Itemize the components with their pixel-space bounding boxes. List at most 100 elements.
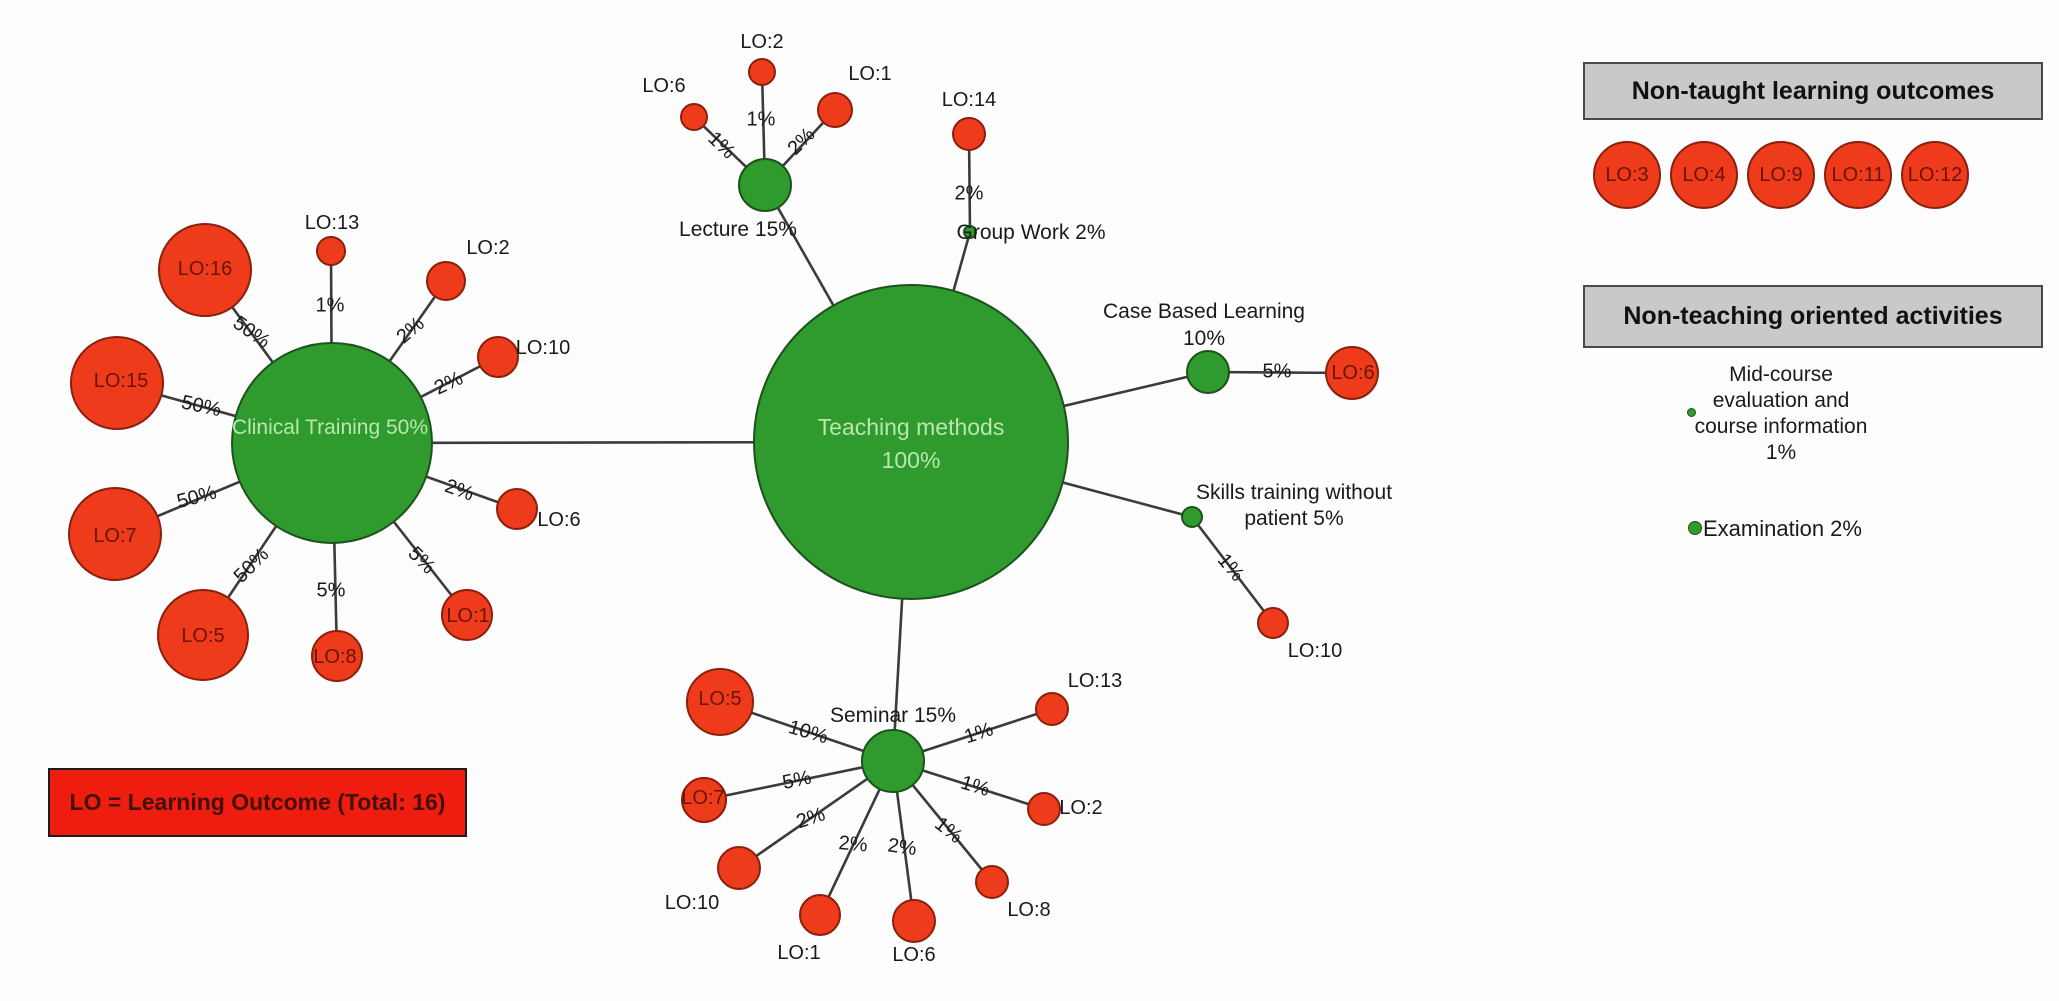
node-ct10-circle — [477, 336, 519, 378]
node-ct10-label: LO:10 — [516, 337, 570, 359]
edge-sem-sem7 — [703, 759, 894, 802]
mid-course-dot-icon — [1687, 408, 1696, 417]
node-ct8-label: LO:8 — [313, 646, 356, 668]
edge-ct-ct2-label: 2% — [392, 313, 428, 349]
edge-ct-ct15-label: 50% — [179, 391, 223, 421]
non-taught-panel-header: Non-taught learning outcomes — [1583, 62, 2043, 120]
node-ct6-label: LO:6 — [537, 509, 580, 531]
examination-activity-label: Examination 2% — [1703, 516, 1862, 541]
edge-sem-sem2-label: 1% — [958, 772, 992, 802]
node-ct2-label: LO:2 — [466, 237, 509, 259]
edge-lec-lec1-label: 2% — [783, 123, 819, 159]
node-sem-circle — [861, 729, 925, 793]
node-sem8-circle — [975, 865, 1009, 899]
edge-sk-sk10 — [1190, 516, 1275, 624]
legend-box: LO = Learning Outcome (Total: 16) — [48, 768, 467, 837]
edge-ct-ct6-label: 2% — [442, 475, 477, 506]
node-ct7-label: LO:7 — [93, 525, 136, 547]
node-lec-label: Lecture 15% — [679, 218, 797, 241]
node-sem6-label: LO:6 — [892, 944, 935, 966]
node-cbl6-circle — [1325, 346, 1379, 400]
node-ct2-circle — [426, 261, 466, 301]
node-sem13-circle — [1035, 692, 1069, 726]
node-sem7-circle — [681, 777, 727, 823]
node-sem8-label: LO:8 — [1007, 899, 1050, 921]
edge-cbl-cbl6-label: 5% — [1263, 360, 1292, 382]
node-sem10-circle — [717, 846, 761, 890]
node-sem7-label: LO:7 — [681, 787, 724, 809]
non-taught-circles-row: LO:3 LO:4 LO:9 LO:11 LO:12 — [1593, 141, 1969, 209]
node-tm-label: Teaching methods 100% — [818, 414, 1005, 473]
node-lec2-label: LO:2 — [740, 31, 783, 53]
node-ct-circle — [231, 342, 433, 544]
node-lec1-label: LO:1 — [848, 63, 891, 85]
node-ct13-circle — [316, 236, 346, 266]
non-taught-lo-circle: LO:9 — [1747, 141, 1815, 209]
mid-course-activity-label: Mid-course evaluation and course informa… — [1694, 363, 1868, 464]
non-taught-lo-circle: LO:12 — [1901, 141, 1969, 209]
non-taught-lo-circle: LO:11 — [1824, 141, 1892, 209]
node-sem13-label: LO:13 — [1068, 670, 1122, 692]
edge-sem-sem7-label: 5% — [780, 766, 813, 794]
node-tm-circle — [753, 284, 1069, 600]
node-ct16-label: LO:16 — [178, 258, 232, 280]
node-lec6-label: LO:6 — [642, 75, 685, 97]
node-sem1-circle — [799, 894, 841, 936]
node-sem-label: Seminar 15% — [830, 704, 956, 727]
node-sem2-label: LO:2 — [1059, 797, 1102, 819]
node-gw14-label: LO:14 — [942, 89, 996, 111]
edge-sem-sem10-label: 2% — [794, 803, 828, 833]
node-cbl6-label: LO:6 — [1331, 362, 1374, 384]
non-taught-panel-title: Non-taught learning outcomes — [1631, 76, 1995, 105]
node-lec-circle — [738, 158, 792, 212]
node-ct15-circle — [70, 336, 164, 430]
node-ct1-label: LO:1 — [446, 605, 489, 627]
node-lec1-circle — [817, 92, 853, 128]
edge-sem-sem13-label: 1% — [962, 718, 996, 748]
non-taught-lo-circle: LO:4 — [1670, 141, 1738, 209]
node-ct15-label: LO:15 — [94, 370, 148, 392]
edge-lec-lec2-label: 1% — [747, 108, 776, 130]
node-sem5-label: LO:5 — [698, 688, 741, 710]
node-ct5-label: LO:5 — [181, 625, 224, 647]
edge-ct-ct7-label: 50% — [175, 481, 220, 513]
edge-sem-sem5-label: 10% — [786, 716, 831, 748]
node-cbl-label: Case Based Learning 10% — [1103, 300, 1305, 350]
edge-ct-ct13-label: 1% — [316, 294, 345, 316]
node-lec6-circle — [680, 103, 708, 131]
edge-ct-ct8-label: 5% — [317, 579, 346, 601]
node-sk10-circle — [1257, 607, 1289, 639]
node-ct16-circle — [158, 223, 252, 317]
node-gw14-circle — [952, 117, 986, 151]
node-ct5-circle — [157, 589, 249, 681]
edge-ct-ct5-label: 50% — [230, 543, 274, 587]
edge-sk-sk10-label: 1% — [1213, 549, 1249, 585]
non-teaching-panel-title: Non-teaching oriented activities — [1623, 302, 2003, 330]
node-sem5-circle — [686, 668, 754, 736]
node-ct7-circle — [68, 487, 162, 581]
examination-dot-icon — [1688, 521, 1702, 535]
node-ct8-circle — [311, 630, 363, 682]
node-lec2-circle — [748, 58, 776, 86]
node-sem6-circle — [892, 899, 936, 943]
edge-sem-sem6-label: 2% — [886, 834, 918, 860]
node-sem1-label: LO:1 — [777, 942, 820, 964]
node-cbl-circle — [1186, 350, 1230, 394]
non-taught-lo-circle: LO:3 — [1593, 141, 1661, 209]
node-sk-circle — [1181, 506, 1203, 528]
non-teaching-panel-header: Non-teaching oriented activities — [1583, 285, 2043, 348]
node-gw-circle — [963, 225, 977, 239]
edge-ct-ct16-label: 50% — [229, 312, 275, 353]
edge-gw-gw14-label: 2% — [955, 182, 984, 204]
node-ct6-circle — [496, 488, 538, 530]
node-sk-label: Skills training without patient 5% — [1196, 481, 1392, 530]
node-sem10-label: LO:10 — [665, 892, 719, 914]
node-sk10-label: LO:10 — [1288, 640, 1342, 662]
node-ct13-label: LO:13 — [305, 212, 359, 234]
legend-text: LO = Learning Outcome (Total: 16) — [69, 789, 446, 815]
node-ct-label: Clinical Training 50% — [232, 416, 428, 439]
node-gw-label: Group Work 2% — [957, 221, 1106, 244]
edge-sem-sem1-label: 2% — [838, 832, 869, 856]
